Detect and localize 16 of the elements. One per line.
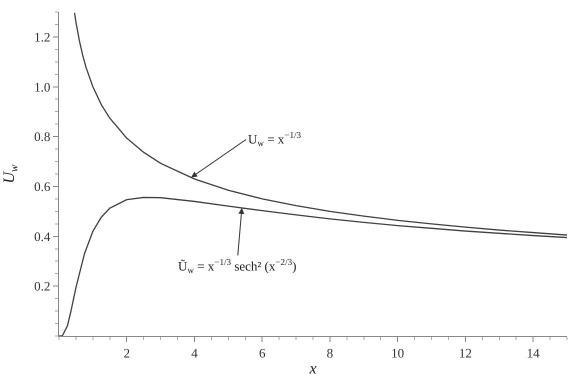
x-axis-title: x	[308, 360, 317, 378]
annotation: U$_{w}$ = x$^{−1/3}$	[248, 130, 302, 148]
y-tick-label: 0.4	[34, 228, 51, 244]
x-tick-label: 10	[391, 346, 404, 361]
annotation: Ũ$_{w}$ = x$^{−1/3}$ sech² (x$^{−2/3}$)	[178, 257, 296, 276]
x-tick-label: 4	[191, 346, 198, 361]
x-tick-label: 6	[258, 346, 266, 361]
x-tick-label: 2	[123, 346, 130, 361]
x-tick-label: 12	[458, 346, 472, 361]
y-tick-label: 1.2	[34, 29, 50, 44]
y-tick-label: 0.2	[34, 278, 50, 294]
y-tick-label: 0.8	[34, 129, 50, 144]
y-tick-label: 1.0	[34, 79, 50, 94]
x-tick-label: 8	[326, 346, 334, 361]
x-tick-label: 14	[526, 346, 540, 361]
y-tick-label: 0.6	[34, 179, 51, 194]
